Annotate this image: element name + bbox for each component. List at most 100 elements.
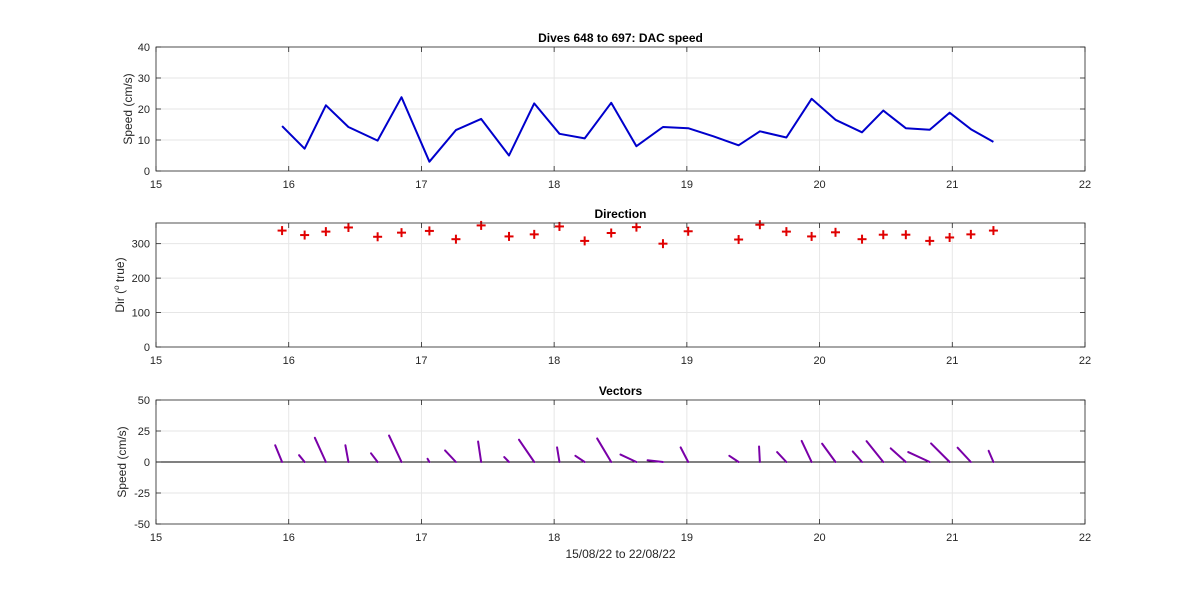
- direction-point: [857, 234, 867, 244]
- vector-arrow: [596, 437, 613, 463]
- direction-axes-box: [155, 222, 1086, 348]
- vector-arrow: [956, 446, 972, 463]
- vector-arrow: [679, 446, 690, 463]
- vectors-xtick-label: 18: [548, 532, 560, 544]
- vectors-ylabel: Speed (cm/s): [115, 426, 129, 497]
- vector-arrow: [865, 440, 885, 463]
- vector-arrow: [313, 436, 327, 463]
- speed-panel: Dives 648 to 697: DAC speed 15 16 17 18 19 20…: [121, 31, 1091, 191]
- direction-title: Direction: [594, 207, 646, 221]
- vectors-xlabel: 15/08/22 to 22/08/22: [565, 547, 675, 561]
- vector-arrow: [477, 440, 483, 463]
- speed-title: Dives 648 to 697: DAC speed: [538, 31, 703, 45]
- vector-arrow: [889, 447, 907, 463]
- direction-xtick-label: 22: [1079, 355, 1091, 367]
- vector-arrow: [728, 454, 740, 463]
- vectors-xtick-label: 17: [415, 532, 427, 544]
- direction-point: [321, 227, 331, 237]
- direction-xtick-label: 20: [813, 355, 825, 367]
- direction-point: [277, 226, 287, 236]
- speed-ytick-label: 30: [138, 73, 150, 85]
- speed-xtick-label: 20: [813, 179, 825, 191]
- direction-ytick-label: 200: [132, 273, 150, 285]
- vectors-xtick-label: 19: [681, 532, 693, 544]
- speed-xtick-label: 18: [548, 179, 560, 191]
- direction-point: [343, 222, 353, 232]
- vector-arrow: [619, 453, 638, 463]
- direction-point: [580, 236, 590, 246]
- vector-arrow: [987, 449, 995, 463]
- direction-point: [807, 231, 817, 241]
- vector-arrow: [517, 438, 536, 463]
- speed-xtick-label: 21: [946, 179, 958, 191]
- direction-point: [966, 229, 976, 239]
- direction-point: [901, 230, 911, 240]
- direction-point: [683, 226, 693, 236]
- speed-ylabel: Speed (cm/s): [121, 73, 135, 144]
- direction-point: [424, 226, 434, 236]
- direction-point: [631, 222, 641, 232]
- direction-point: [878, 230, 888, 240]
- vector-arrow: [821, 442, 837, 463]
- speed-ytick-label: 0: [144, 166, 150, 178]
- direction-point: [300, 230, 310, 240]
- vectors-title: Vectors: [599, 384, 643, 398]
- vectors-ytick-label: -25: [134, 488, 150, 500]
- direction-grid: [155, 223, 1086, 348]
- direction-point: [945, 232, 955, 242]
- speed-ytick-label: 10: [138, 135, 150, 147]
- vectors-ytick-label: -50: [134, 519, 150, 531]
- speed-ticks: 15 16 17 18 19 20 21 22 0 10 20 30 40: [138, 42, 1091, 191]
- direction-xtick-label: 16: [283, 355, 295, 367]
- vectors-xtick-label: 20: [813, 532, 825, 544]
- vectors-ticks: 15 16 17 18 19 20 21 22 -50 -25 0 25 50: [134, 395, 1091, 544]
- direction-xtick-label: 17: [415, 355, 427, 367]
- vector-arrow: [388, 434, 403, 463]
- vectors-ytick-label: 50: [138, 395, 150, 407]
- direction-ticks: 15 16 17 18 19 20 21 22 0 100 200 300: [132, 223, 1091, 367]
- direction-panel: Direction 15 16 17 18 19 20 21 22 0 100 200 300 Dir…: [112, 207, 1091, 367]
- direction-point: [476, 220, 486, 230]
- vector-arrow: [646, 459, 664, 463]
- speed-series: [281, 96, 994, 163]
- direction-point: [397, 228, 407, 238]
- vector-arrow: [800, 439, 813, 463]
- vector-arrow: [851, 450, 864, 463]
- vectors-xtick-label: 22: [1079, 532, 1091, 544]
- speed-ytick-label: 40: [138, 42, 150, 54]
- direction-point: [988, 226, 998, 236]
- speed-xtick-label: 22: [1079, 179, 1091, 191]
- vector-arrow: [274, 444, 284, 463]
- vectors-series: [156, 434, 1085, 463]
- direction-ylabel: Dir (o true): [112, 257, 127, 312]
- direction-point: [504, 231, 514, 241]
- speed-grid: [155, 46, 1086, 172]
- direction-series: [277, 220, 998, 249]
- vectors-panel: Vectors 15 16 17 18 19 20 21 22 -50 -25 0 25 50 Spee…: [115, 384, 1091, 561]
- vectors-ytick-label: 0: [144, 457, 150, 469]
- speed-xtick-label: 16: [283, 179, 295, 191]
- vector-arrow: [907, 451, 931, 463]
- vectors-xtick-label: 15: [150, 532, 162, 544]
- direction-ytick-label: 0: [144, 342, 150, 354]
- vector-arrow: [369, 452, 379, 463]
- vector-arrow: [344, 444, 350, 463]
- speed-line: [281, 96, 994, 163]
- vector-arrow: [426, 457, 431, 463]
- direction-point: [606, 228, 616, 238]
- speed-ytick-label: 20: [138, 104, 150, 116]
- direction-point: [925, 236, 935, 246]
- speed-xtick-label: 17: [415, 179, 427, 191]
- direction-point: [734, 235, 744, 245]
- direction-xtick-label: 15: [150, 355, 162, 367]
- direction-point: [451, 234, 461, 244]
- direction-point: [658, 239, 668, 249]
- direction-point: [529, 229, 539, 239]
- vectors-xtick-label: 21: [946, 532, 958, 544]
- direction-ytick-label: 300: [132, 239, 150, 251]
- vectors-ytick-label: 25: [138, 426, 150, 438]
- direction-ytick-label: 100: [132, 308, 150, 320]
- direction-point: [830, 227, 840, 237]
- direction-xtick-label: 21: [946, 355, 958, 367]
